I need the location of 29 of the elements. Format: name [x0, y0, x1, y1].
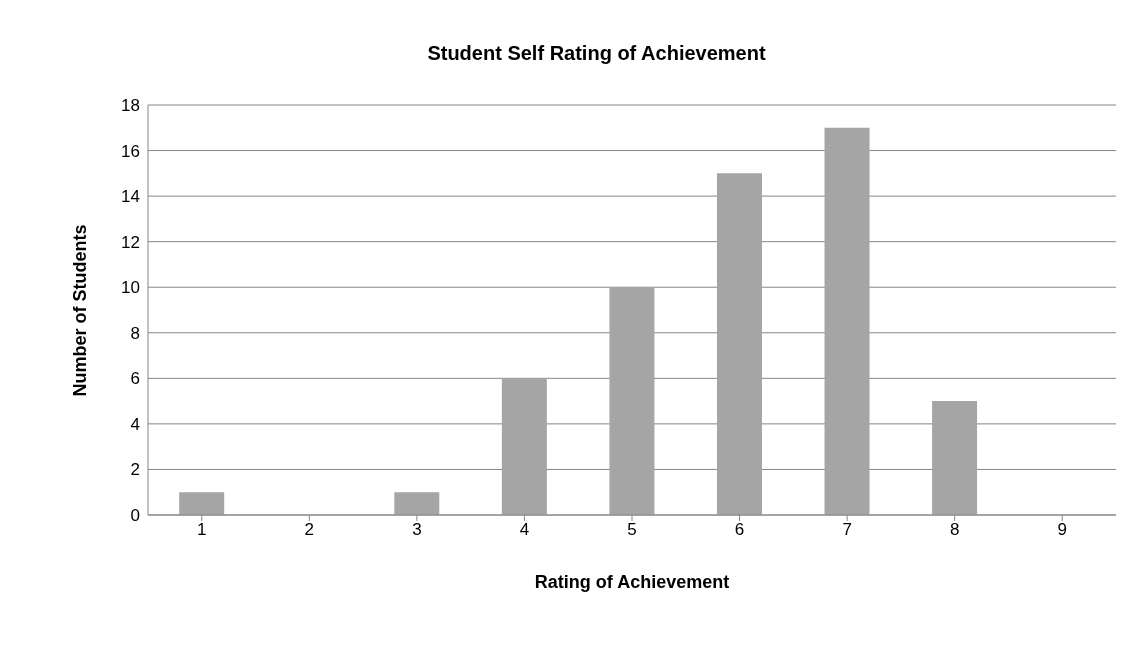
x-axis-title: Rating of Achievement [533, 572, 731, 593]
y-tick-label: 14 [121, 187, 140, 207]
x-tick-label: 5 [627, 520, 637, 540]
y-tick-label: 16 [121, 141, 140, 161]
y-tick-label: 10 [121, 278, 140, 298]
x-tick-label: 2 [304, 520, 315, 540]
y-tick-label: 12 [121, 232, 140, 252]
bar [716, 173, 762, 515]
y-tick-label: 2 [130, 460, 140, 480]
y-tick-label: 18 [121, 96, 140, 116]
x-tick-label: 3 [412, 520, 422, 540]
y-tick-label: 4 [130, 414, 140, 434]
x-tick-label: 6 [734, 520, 745, 540]
x-tick-label: 9 [1057, 520, 1067, 540]
bar [394, 492, 440, 515]
bar [179, 492, 225, 515]
x-tick-label: 4 [519, 520, 530, 540]
x-tick-label: 7 [842, 520, 852, 540]
bar [501, 378, 547, 515]
bar [824, 127, 870, 515]
bar [609, 287, 655, 515]
y-tick-label: 0 [130, 506, 140, 526]
x-tick-label: 1 [197, 520, 207, 540]
y-tick-label: 8 [130, 323, 140, 343]
y-tick-label: 6 [130, 369, 140, 389]
chart-title: Student Self Rating of Achievement [426, 42, 767, 65]
bar [932, 401, 978, 515]
y-axis-title: Number of Students [69, 223, 91, 397]
x-tick-label: 8 [949, 520, 960, 540]
